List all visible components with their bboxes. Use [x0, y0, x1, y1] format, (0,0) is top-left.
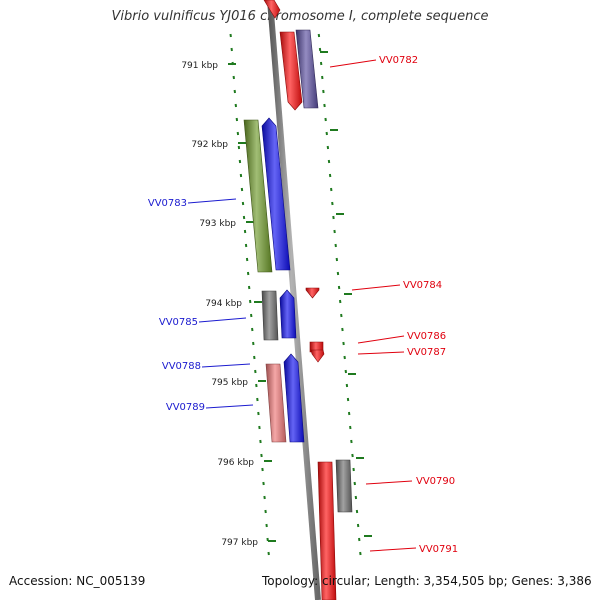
gene-label-vv0791: VV0791	[419, 544, 458, 555]
gene-leader-vv0784	[351, 284, 401, 291]
gene-bar-vv0787-red	[310, 349, 325, 363]
gene-bar-vv0788-pink	[265, 363, 287, 443]
ruler-dots-right	[317, 33, 362, 556]
gene-bar-vv0785-gray	[261, 290, 279, 341]
accession-text: Accession: NC_005139	[9, 574, 146, 588]
gene-label-vv0790: VV0790	[416, 476, 455, 487]
ruler-label-793: 793 kbp	[199, 219, 236, 229]
gene-bar-red-top	[263, 0, 281, 19]
gene-bar-vv0783-olive	[243, 119, 273, 273]
ruler-label-796: 796 kbp	[217, 458, 254, 468]
gene-label-vv0783: VV0783	[148, 198, 187, 209]
gene-label-vv0784: VV0784	[403, 280, 442, 291]
ruler-label-792: 792 kbp	[191, 140, 228, 150]
gene-leader-vv0790	[365, 480, 413, 485]
gene-label-vv0785: VV0785	[159, 317, 198, 328]
gene-label-vv0787: VV0787	[407, 347, 446, 358]
gene-bar-vv0782-purple	[295, 29, 319, 109]
gene-label-vv0786: VV0786	[407, 331, 446, 342]
gene-bar-vv0785-blue	[279, 289, 297, 339]
gene-label-vv0788: VV0788	[162, 361, 201, 372]
gene-bar-vv0782-red	[279, 31, 303, 111]
gene-leader-vv0782	[329, 59, 377, 68]
ruler-label-797: 797 kbp	[221, 538, 258, 548]
gene-bar-vv0790-gray	[335, 459, 353, 513]
topology-summary: Topology: circular; Length: 3,354,505 bp…	[262, 574, 592, 588]
gene-bar-vv0790-red	[317, 461, 337, 600]
gene-label-vv0782: VV0782	[379, 55, 418, 66]
ruler-label-791: 791 kbp	[181, 61, 218, 71]
ruler-label-794: 794 kbp	[205, 299, 242, 309]
ruler-label-795: 795 kbp	[211, 378, 248, 388]
gene-label-vv0789: VV0789	[166, 402, 205, 413]
gene-leader-vv0786	[357, 335, 405, 344]
gene-leader-vv0788	[201, 363, 251, 368]
gene-bar-vv0784-red	[305, 287, 320, 299]
gene-leader-vv0789	[205, 404, 254, 409]
gene-bar-vv0783-blue	[261, 117, 291, 271]
gene-leader-vv0787	[357, 351, 405, 355]
gene-leader-vv0783	[187, 198, 237, 204]
map-title: Vibrio vulnificus YJ016 chromosome I, co…	[111, 9, 489, 24]
gene-leader-vv0791	[369, 547, 417, 552]
gene-leader-vv0785	[198, 317, 247, 323]
gene-bar-vv0789-blue	[283, 353, 305, 443]
